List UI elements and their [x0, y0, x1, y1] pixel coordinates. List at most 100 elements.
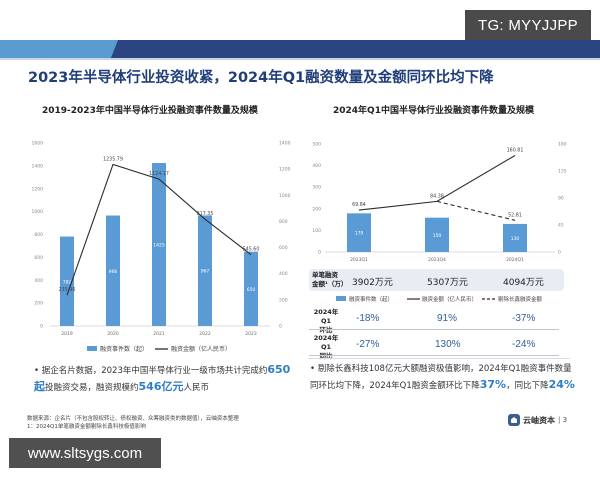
svg-text:200: 200 [312, 206, 321, 212]
amount-line [66, 163, 252, 296]
svg-text:100: 100 [312, 228, 321, 234]
left-bullet-suffix: 人民币 [183, 383, 209, 393]
yoy-label-line1: 2024年Q1 [313, 334, 339, 351]
bar-label: 130 [511, 236, 520, 242]
svg-text:2021: 2021 [153, 331, 165, 337]
qoq-count: -18% [356, 313, 380, 324]
avg-amount-label-line2: 金额¹（万） [312, 280, 348, 288]
svg-text:2023: 2023 [245, 331, 257, 337]
bar-label: 159 [433, 233, 442, 239]
left-bullet-highlight-amount: 546亿元 [138, 380, 184, 393]
right-chart-line: 69.84 84.38 160.81 52.81 [352, 148, 523, 221]
svg-text:1600: 1600 [32, 141, 44, 147]
legend-bar-label: 融资事件数（起） [349, 295, 393, 303]
svg-text:135: 135 [558, 169, 567, 175]
yoy-excl: -24% [512, 339, 536, 350]
svg-text:1200: 1200 [279, 167, 291, 173]
header-band-divider [0, 58, 600, 60]
avg-amount-row [309, 269, 564, 291]
left-bullet-highlight-count: 650起 [34, 363, 291, 393]
qoq-label-line2: 环比 [319, 326, 333, 334]
left-chart: 0 200 400 600 800 1000 1200 1400 1600 0 200 400 600… [32, 141, 291, 354]
line-label: 84.38 [430, 193, 444, 199]
logo-icon [508, 414, 520, 426]
right-bullet-highlight-yoy: 24% [548, 378, 575, 391]
bar [198, 215, 212, 326]
dashed-label: 52.81 [508, 212, 522, 218]
section-divider [308, 358, 570, 359]
left-bullet-mid: 投融资交易，融资规模约 [45, 383, 139, 393]
footer-source: 数据来源：企名片（不包含股权转让、债权融资、众筹融资类的数据值），云岫资本整理 [27, 416, 239, 422]
qoq-label: 2024年Q1 环比 [310, 308, 342, 335]
bar [152, 163, 166, 326]
right-bullet-highlight-qoq: 37% [479, 378, 507, 391]
svg-text:2020: 2020 [107, 331, 119, 337]
watermark-badge-top: TG: MYYJJPP [465, 10, 591, 40]
svg-text:1000: 1000 [279, 193, 291, 199]
svg-text:400: 400 [312, 163, 321, 169]
page-title: 2023年半导体行业投资收紧，2024年Q1融资数量及金额同环比均下降 [28, 70, 494, 86]
line-label: 235.96 [59, 287, 76, 293]
dashed-line [436, 200, 516, 221]
legend-bar-label: 融资事件数（起） [100, 345, 148, 353]
svg-text:400: 400 [34, 278, 43, 284]
table-divider [309, 355, 559, 356]
right-bullet: • 剔除长鑫科技108亿元大额融资极值影响，2024年Q1融资事件数量同环比均下… [310, 362, 576, 394]
left-chart-title: 2019-2023年中国半导体行业投融资事件数量及规模 [42, 106, 258, 116]
svg-text:600: 600 [34, 255, 43, 261]
bar-label: 650 [247, 287, 256, 293]
left-bullet: • 据企名片数据，2023年中国半导体行业一级市场共计完成约650起投融资交易，… [34, 362, 296, 396]
logo-text: 云岫资本 [523, 415, 555, 425]
qoq-label-line1: 2024年Q1 [313, 308, 339, 325]
svg-text:300: 300 [312, 185, 321, 191]
bar [347, 213, 371, 252]
svg-text:200: 200 [279, 297, 288, 303]
right-bullet-prefix: 剔除长鑫科技108亿元大额融资极值影响，2024年Q1融资事件数量同环比均下降，… [310, 364, 572, 391]
bar-label: 967 [201, 269, 210, 275]
bar-label: 179 [355, 231, 364, 237]
left-chart-left-axis: 0 200 400 600 800 1000 1200 1400 1600 [32, 141, 44, 330]
svg-text:2019: 2019 [61, 331, 73, 337]
watermark-badge-bottom: www.sltsygs.com [9, 438, 161, 468]
bullet-dot: • [310, 364, 318, 374]
line-label: 1124.17 [149, 171, 169, 177]
legend-line-label: 融资金额（亿人民币） [171, 345, 231, 353]
svg-text:180: 180 [558, 142, 567, 148]
svg-text:200: 200 [34, 301, 43, 307]
yoy-amount: 130% [435, 339, 461, 350]
right-chart-x-labels: 2023Q1 2023Q4 2024Q1 [350, 257, 524, 263]
right-chart-right-axis: 0 45 90 135 180 [558, 142, 567, 256]
svg-text:500: 500 [312, 142, 321, 148]
legend-bar-swatch [87, 346, 97, 351]
yoy-label-line2: 同比 [319, 352, 333, 360]
line-label: 69.84 [352, 202, 366, 208]
left-chart-x-labels: 2019 2020 2021 2022 2023 [61, 331, 257, 337]
bar [244, 251, 258, 326]
page-number: | 3 [558, 416, 568, 424]
qoq-amount: 91% [437, 313, 458, 324]
svg-text:400: 400 [279, 271, 288, 277]
svg-text:1000: 1000 [32, 209, 44, 215]
qoq-excl: -37% [512, 313, 536, 324]
svg-text:0: 0 [318, 250, 321, 256]
left-bullet-prefix: 据企名片数据，2023年中国半导体行业一级市场共计完成约 [41, 366, 268, 376]
right-chart-title: 2024年Q1中国半导体行业投融资事件数量及规模 [333, 106, 534, 116]
svg-text:0: 0 [279, 324, 282, 330]
svg-text:800: 800 [34, 232, 43, 238]
line-label: 817.35 [197, 211, 214, 217]
svg-text:1200: 1200 [32, 186, 44, 192]
line-label: 160.81 [507, 148, 524, 154]
bar-label: 782 [63, 279, 72, 285]
left-chart-line: 235.96 1235.79 1124.17 817.35 545.60 [59, 156, 259, 296]
avg-amount-label: 单笔融资 金额¹（万） [312, 271, 352, 289]
header-band-accent [0, 40, 118, 58]
yoy-count: -27% [356, 339, 380, 350]
right-chart-left-axis: 0 100 200 300 400 500 [312, 142, 321, 256]
avg-amount-label-line1: 单笔融资 [312, 271, 338, 279]
right-chart-legend: 融资事件数（起） 融资金额（亿人民币） 剔除长鑫融资金额 [336, 295, 543, 303]
brand-logo: 云岫资本 | 3 [508, 414, 567, 426]
yoy-label: 2024年Q1 同比 [310, 334, 342, 361]
svg-text:0: 0 [40, 324, 43, 330]
bar [503, 223, 527, 252]
svg-text:2024Q1: 2024Q1 [506, 257, 524, 263]
